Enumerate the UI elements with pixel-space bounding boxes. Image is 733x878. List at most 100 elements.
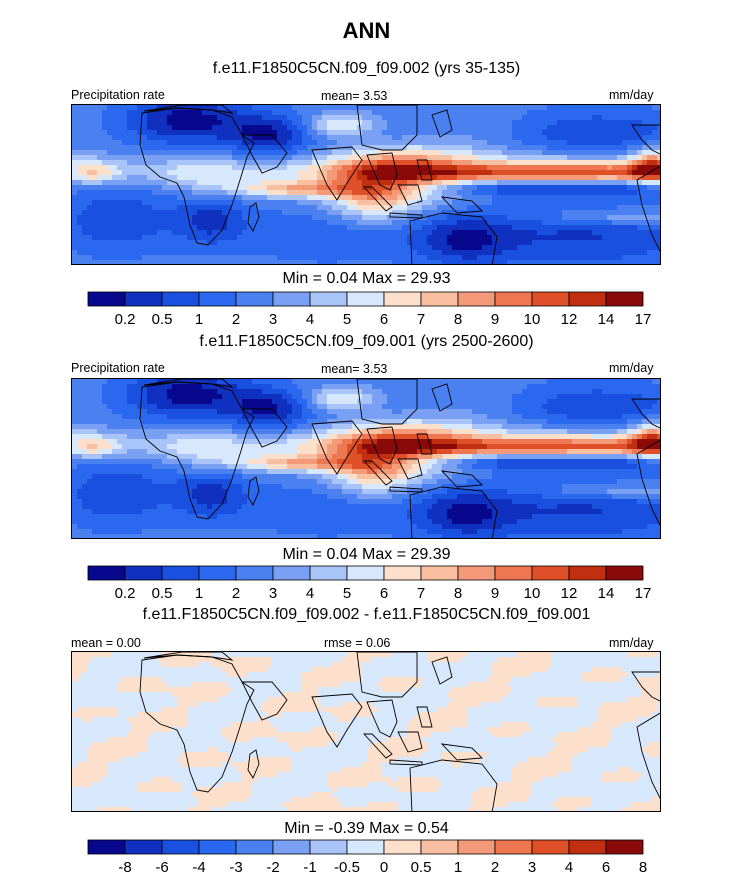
field-cell [107,200,113,206]
field-cell [517,140,523,146]
field-cell [287,185,293,191]
field-cell [207,225,213,231]
field-cell [392,260,398,264]
field-cell [537,150,543,156]
field-cell [397,180,403,186]
field-cell [357,210,363,216]
field-cell [387,384,393,390]
field-cell [82,135,88,141]
field-cell [517,145,523,151]
field-cell [277,409,283,415]
field-cell [367,409,373,415]
field-cell [302,260,308,264]
field-cell [612,155,618,161]
field-cell [527,250,533,256]
field-cell [277,185,283,191]
field-cell [427,409,433,415]
field-cell [112,160,118,166]
field-cell [307,135,313,141]
field-cell [527,379,533,385]
field-cell [227,155,233,161]
field-cell [412,185,418,191]
field-cell [117,419,123,425]
field-cell [77,260,83,264]
field-cell [537,404,543,410]
field-cell [457,240,463,246]
field-cell [537,230,543,236]
field-cell [222,255,228,261]
field-cell [352,195,358,201]
field-cell [222,394,228,400]
field-cell [87,255,93,261]
field-cell [102,399,108,405]
field-cell [372,165,378,171]
field-cell [367,399,373,405]
field-cell [92,235,98,241]
field-cell [122,255,128,261]
field-cell [342,215,348,221]
field-cell [257,190,263,196]
field-cell [597,155,603,161]
field-cell [487,160,493,166]
field-cell [467,105,473,111]
field-cell [397,409,403,415]
colorbar-tick-label: 14 [598,311,615,328]
field-cell [447,175,453,181]
field-cell [372,409,378,415]
field-cell [282,240,288,246]
field-cell [292,419,298,425]
field-cell [637,205,643,211]
field-cell [77,125,83,131]
field-cell [157,220,163,226]
field-cell [652,190,658,196]
field-cell [142,394,148,400]
field-cell [102,419,108,425]
field-cell [187,250,193,256]
field-cell [487,255,493,261]
field-cell [562,379,568,385]
field-cell [312,190,318,196]
field-cell [137,110,143,116]
field-cell [92,180,98,186]
field-cell [412,145,418,151]
field-cell [412,160,418,166]
field-cell [407,409,413,415]
field-cell [267,419,273,425]
field-cell [357,150,363,156]
field-cell [127,255,133,261]
field-cell [502,384,508,390]
field-cell [612,389,618,395]
field-cell [182,195,188,201]
field-cell [272,414,278,420]
field-cell [352,394,358,400]
field-cell [602,140,608,146]
field-cell [127,210,133,216]
field-cell [572,379,578,385]
field-cell [372,190,378,196]
field-cell [392,414,398,420]
field-cell [492,205,498,211]
field-cell [472,255,478,261]
field-cell [332,155,338,161]
field-cell [167,195,173,201]
field-cell [542,419,548,425]
field-cell [87,195,93,201]
field-cell [312,125,318,131]
field-cell [147,140,153,146]
field-cell [477,110,483,116]
field-cell [607,160,613,166]
field-cell [347,120,353,126]
field-cell [157,245,163,251]
field-cell [527,145,533,151]
field-cell [652,414,658,420]
field-cell [637,110,643,116]
field-cell [72,409,78,415]
field-cell [492,145,498,151]
field-cell [557,404,563,410]
field-cell [252,404,258,410]
field-cell [162,195,168,201]
field-cell [377,190,383,196]
field-cell [337,200,343,206]
field-cell [282,419,288,425]
field-cell [272,210,278,216]
